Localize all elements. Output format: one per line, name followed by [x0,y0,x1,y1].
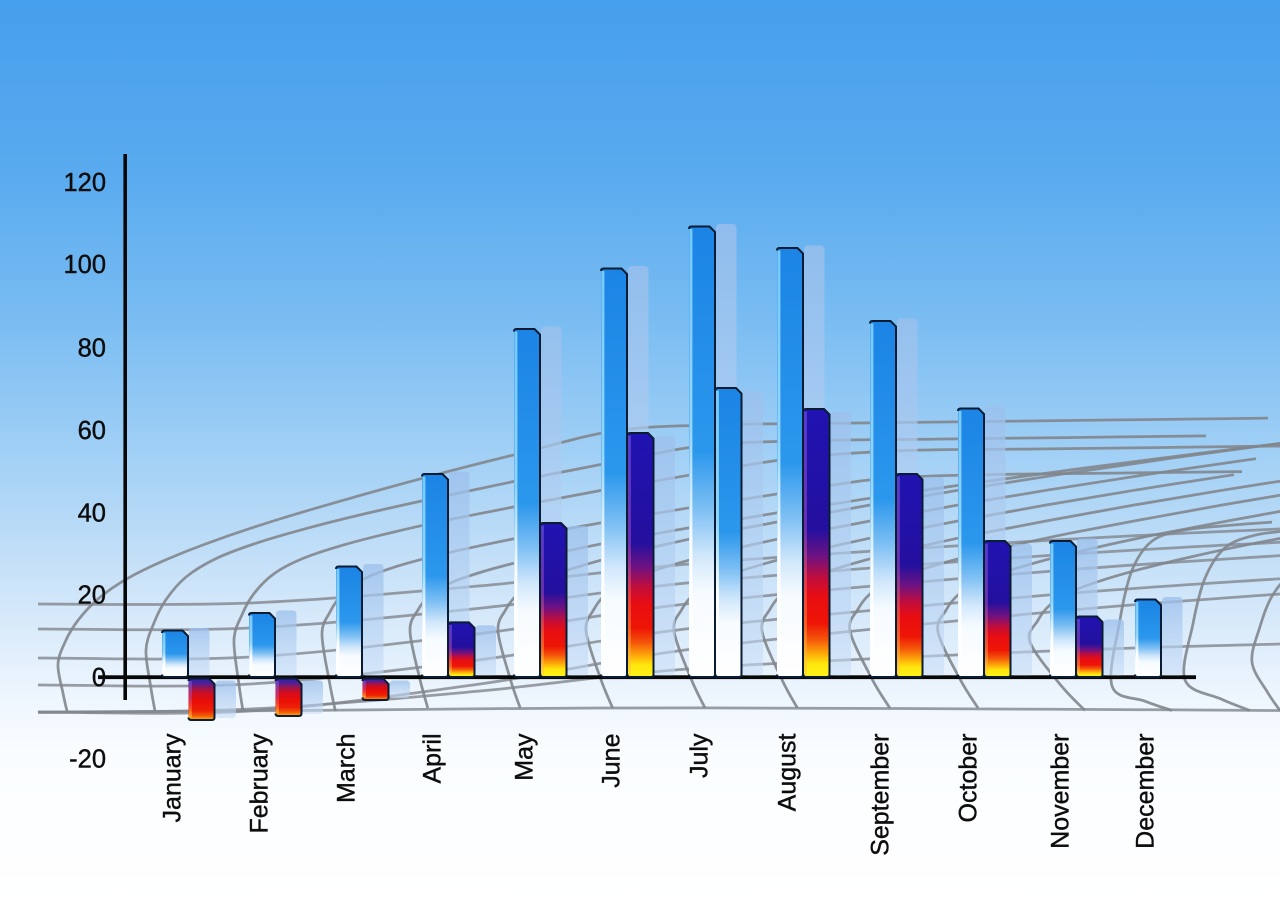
svg-text:February: February [246,733,274,834]
svg-text:0: 0 [92,664,106,692]
svg-text:August: August [774,733,802,811]
svg-text:September: September [867,734,895,856]
svg-text:October: October [955,734,983,823]
svg-text:July: July [686,733,714,778]
svg-text:80: 80 [78,335,106,363]
svg-text:60: 60 [78,417,106,445]
svg-text:120: 120 [63,169,106,197]
svg-text:December: December [1132,734,1160,849]
svg-text:20: 20 [78,582,106,610]
svg-text:November: November [1047,734,1075,849]
svg-text:-20: -20 [69,746,106,774]
svg-text:40: 40 [78,500,106,528]
svg-text:May: May [511,733,539,781]
svg-text:June: June [598,734,626,788]
svg-text:January: January [159,733,187,822]
svg-text:100: 100 [63,251,106,279]
svg-text:March: March [333,734,361,803]
svg-text:April: April [419,734,447,784]
